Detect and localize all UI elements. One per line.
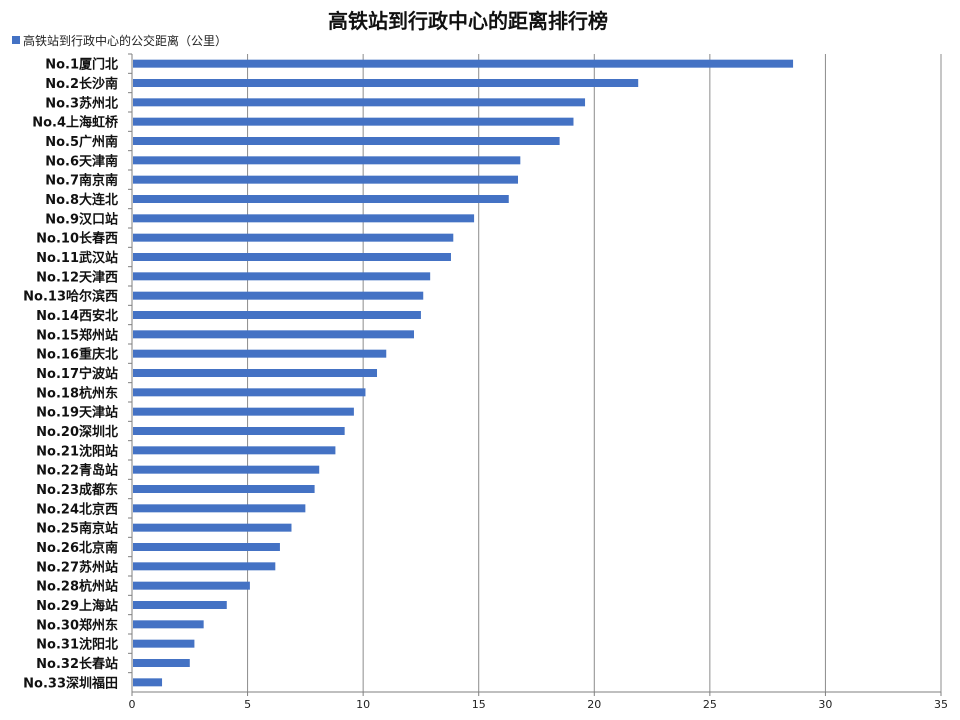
- legend: 高铁站到行政中心的公交距离（公里）: [12, 33, 227, 48]
- bar: [133, 253, 451, 261]
- chart-title: 高铁站到行政中心的距离排行榜: [328, 9, 608, 33]
- x-tick-label: 0: [129, 698, 136, 711]
- bar: [133, 311, 421, 319]
- category-label: No.6天津南: [45, 153, 118, 169]
- category-label: No.17宁波站: [36, 366, 118, 382]
- bar: [133, 369, 378, 377]
- category-label: No.22青岛站: [36, 463, 118, 479]
- category-label: No.21沈阳站: [36, 443, 118, 459]
- category-label: No.30郑州东: [36, 617, 118, 633]
- bar: [133, 446, 336, 455]
- bar: [133, 59, 794, 68]
- x-tick-label: 30: [818, 698, 832, 711]
- bar: [133, 504, 306, 513]
- category-label: No.4上海虹桥: [32, 115, 119, 131]
- legend-swatch: [12, 36, 20, 44]
- category-label: No.7南京南: [45, 173, 118, 189]
- bar: [133, 427, 345, 435]
- category-label: No.33深圳福田: [23, 675, 118, 691]
- category-label: No.29上海站: [36, 598, 118, 614]
- x-tick-label: 5: [244, 698, 251, 711]
- category-label: No.23成都东: [36, 482, 118, 498]
- category-label: No.3苏州北: [45, 95, 118, 111]
- category-label: No.25南京站: [36, 521, 118, 537]
- category-label: No.18杭州东: [36, 385, 118, 401]
- bar: [133, 485, 315, 493]
- bar: [133, 388, 366, 397]
- bar: [133, 98, 586, 107]
- category-label: No.1厦门北: [45, 57, 118, 73]
- x-tick-label: 15: [472, 698, 486, 711]
- category-label: No.8大连北: [45, 192, 118, 208]
- bar: [133, 562, 276, 571]
- category-label: No.11武汉站: [36, 250, 118, 266]
- category-label: No.5广州南: [45, 134, 118, 150]
- bar: [133, 79, 639, 87]
- bar: [133, 195, 509, 203]
- bar: [133, 272, 431, 281]
- category-label: No.12天津西: [36, 269, 118, 285]
- bar: [133, 465, 320, 474]
- bar: [133, 214, 475, 223]
- category-label: No.10长春西: [36, 231, 118, 247]
- x-tick-label: 25: [703, 698, 717, 711]
- bar: [133, 581, 250, 590]
- x-tick-label: 10: [356, 698, 370, 711]
- category-label: No.14西安北: [36, 308, 118, 324]
- bar: [133, 156, 521, 165]
- bar: [133, 601, 227, 609]
- bar: [133, 543, 280, 551]
- bar: [133, 175, 519, 184]
- category-label: No.20深圳北: [36, 424, 118, 440]
- legend-label: 高铁站到行政中心的公交距离（公里）: [23, 33, 227, 48]
- bar: [133, 330, 414, 339]
- bar: [133, 117, 574, 126]
- bar: [133, 407, 354, 416]
- category-label: No.13哈尔滨西: [23, 289, 118, 305]
- bar: [133, 349, 387, 358]
- bar: [133, 291, 424, 300]
- bar: [133, 659, 190, 667]
- category-label: No.19天津站: [36, 405, 118, 421]
- bar: [133, 233, 454, 242]
- category-label: No.28杭州站: [36, 579, 118, 595]
- category-label: No.26北京南: [36, 540, 118, 556]
- category-label: No.15郑州站: [36, 327, 118, 343]
- category-label: No.2长沙南: [45, 76, 118, 92]
- plot-area: 0 5 10 15 20 25 30 35 No.1厦门北 No.2长沙南 No.3苏州北 No.4上…: [23, 53, 948, 711]
- x-tick-label: 35: [934, 698, 948, 711]
- bar: [133, 137, 560, 145]
- category-label: No.27苏州站: [36, 559, 118, 575]
- category-label: No.31沈阳北: [36, 637, 118, 653]
- category-label: No.16重庆北: [36, 347, 118, 363]
- bar: [133, 620, 204, 629]
- bar: [133, 678, 163, 687]
- category-label: No.24北京西: [36, 501, 118, 517]
- x-tick-label: 20: [587, 698, 601, 711]
- bar: [133, 523, 292, 532]
- bar: [133, 639, 195, 648]
- category-label: No.32长春站: [36, 656, 118, 672]
- category-label: No.9汉口站: [45, 211, 118, 227]
